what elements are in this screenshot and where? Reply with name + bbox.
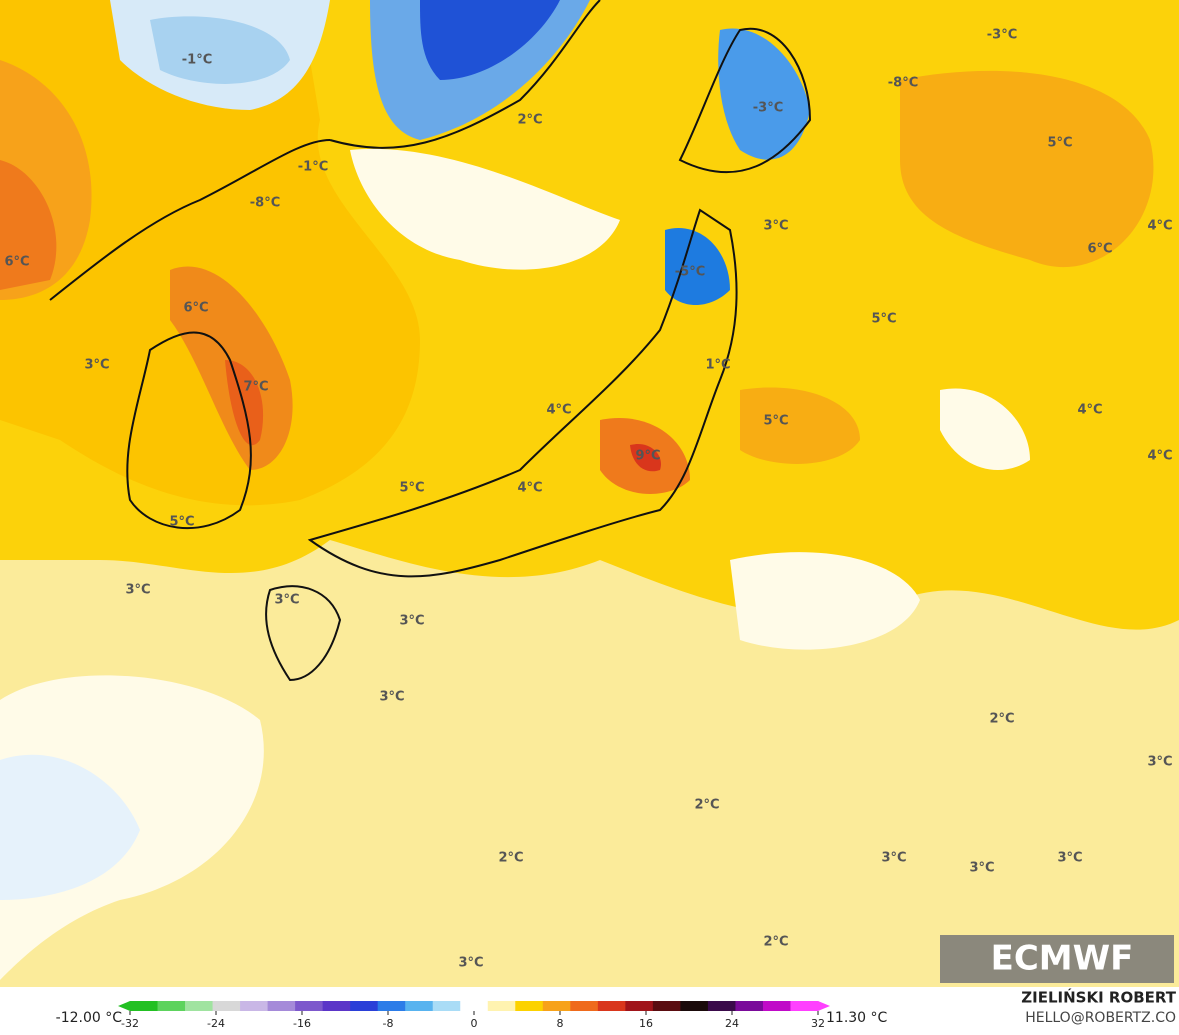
temperature-label: 2°C — [989, 712, 1014, 727]
temperature-label: -3°C — [753, 101, 783, 116]
temperature-label: -3°C — [987, 28, 1017, 43]
temperature-label: 4°C — [546, 403, 571, 418]
colorbar-max: 11.30 °C — [826, 1010, 888, 1026]
temperature-label: 5°C — [399, 481, 424, 496]
colorbar-swatch — [240, 1001, 269, 1011]
temperature-label: 2°C — [694, 798, 719, 813]
colorbar-swatch — [432, 1001, 461, 1011]
temperature-label: -8°C — [250, 196, 280, 211]
colorbar-swatch — [707, 1001, 736, 1011]
colorbar-swatch — [295, 1001, 324, 1011]
colorbar-swatch — [157, 1001, 186, 1011]
temperature-label: -1°C — [182, 53, 212, 68]
temperature-label: 7°C — [243, 380, 268, 395]
temperature-label: 6°C — [183, 301, 208, 316]
colorbar-tick-label: 16 — [639, 1017, 653, 1030]
temperature-label: -8°C — [888, 76, 918, 91]
temperature-label: 1°C — [705, 358, 730, 373]
logo: ECMWF — [991, 939, 1134, 979]
temperature-label: 3°C — [763, 219, 788, 234]
temperature-label: 9°C — [635, 449, 660, 464]
temperature-label: 3°C — [399, 614, 424, 629]
colorbar-swatch — [652, 1001, 681, 1011]
temperature-label: 2°C — [498, 851, 523, 866]
temperature-label: 2°C — [517, 113, 542, 128]
temperature-label: 3°C — [881, 851, 906, 866]
logo-box — [940, 935, 1174, 983]
colorbar-arrow-left — [118, 1001, 130, 1011]
temperature-label: 3°C — [274, 593, 299, 608]
temperature-label: 3°C — [1057, 851, 1082, 866]
colorbar-tick-label: 32 — [811, 1017, 825, 1030]
colorbar-swatch — [542, 1001, 571, 1011]
colorbar-swatch — [515, 1001, 544, 1011]
temperature-label: 5°C — [763, 414, 788, 429]
temperature-label: 3°C — [125, 583, 150, 598]
temperature-label: 3°C — [1147, 755, 1172, 770]
colorbar-swatch — [185, 1001, 214, 1011]
temperature-label: -5°C — [675, 265, 705, 280]
temperature-label: 3°C — [969, 861, 994, 876]
temperature-label: 3°C — [379, 690, 404, 705]
colorbar-tick-label: -32 — [121, 1017, 139, 1030]
colorbar-swatch — [212, 1001, 241, 1011]
colorbar-swatch — [130, 1001, 159, 1011]
colorbar-swatch — [570, 1001, 599, 1011]
temperature-label: 6°C — [1087, 242, 1112, 257]
colorbar-tick-label: 8 — [557, 1017, 564, 1030]
colorbar-tick-label: 0 — [471, 1017, 478, 1030]
temperature-label: 3°C — [458, 956, 483, 971]
coastlines — [49, 0, 812, 682]
temperature-label: 5°C — [1047, 136, 1072, 151]
map-labels: -1°C 2°C -3°C -8°C -3°C 5°C -1°C -8°C 3°C 4°C 6°C 6… — [4, 28, 1172, 971]
colorbar-tick-label: -16 — [293, 1017, 311, 1030]
colorbar-swatch — [790, 1001, 819, 1011]
colorbar-swatch — [350, 1001, 379, 1011]
colorbar-swatch — [267, 1001, 296, 1011]
colorbar-tick-label: 24 — [725, 1017, 739, 1030]
contact: HELLO@ROBERTZ.CO — [1025, 1010, 1176, 1026]
colorbar-tick-label: -24 — [207, 1017, 225, 1030]
temperature-label: 4°C — [517, 481, 542, 496]
temperature-label: 4°C — [1077, 403, 1102, 418]
colorbar-swatch — [735, 1001, 764, 1011]
colorbar-swatch — [487, 1001, 516, 1011]
colorbar-swatch — [625, 1001, 654, 1011]
temperature-fields — [0, 0, 1179, 980]
colorbar-swatch — [322, 1001, 351, 1011]
colorbar-swatch — [460, 1001, 489, 1011]
colorbar-arrow-right — [818, 1001, 830, 1011]
temperature-label: 4°C — [1147, 449, 1172, 464]
colorbar-swatch — [762, 1001, 791, 1011]
colorbar-swatch — [405, 1001, 434, 1011]
colorbar: -32 -24 -16 -8 0 8 16 24 32 — [118, 1001, 830, 1030]
colorbar-swatch — [597, 1001, 626, 1011]
temperature-label: 4°C — [1147, 219, 1172, 234]
colorbar-min: -12.00 °C — [56, 1010, 123, 1026]
colorbar-tick-label: -8 — [383, 1017, 394, 1030]
temperature-label: 2°C — [763, 935, 788, 950]
author: ZIELIŃSKI ROBERT — [1021, 988, 1176, 1007]
temperature-label: -1°C — [298, 160, 328, 175]
temperature-label: 5°C — [169, 515, 194, 530]
colorbar-swatch — [680, 1001, 709, 1011]
colorbar-swatch — [377, 1001, 406, 1011]
temperature-label: 5°C — [871, 312, 896, 327]
temperature-label: 3°C — [84, 358, 109, 373]
temperature-label: 6°C — [4, 255, 29, 270]
